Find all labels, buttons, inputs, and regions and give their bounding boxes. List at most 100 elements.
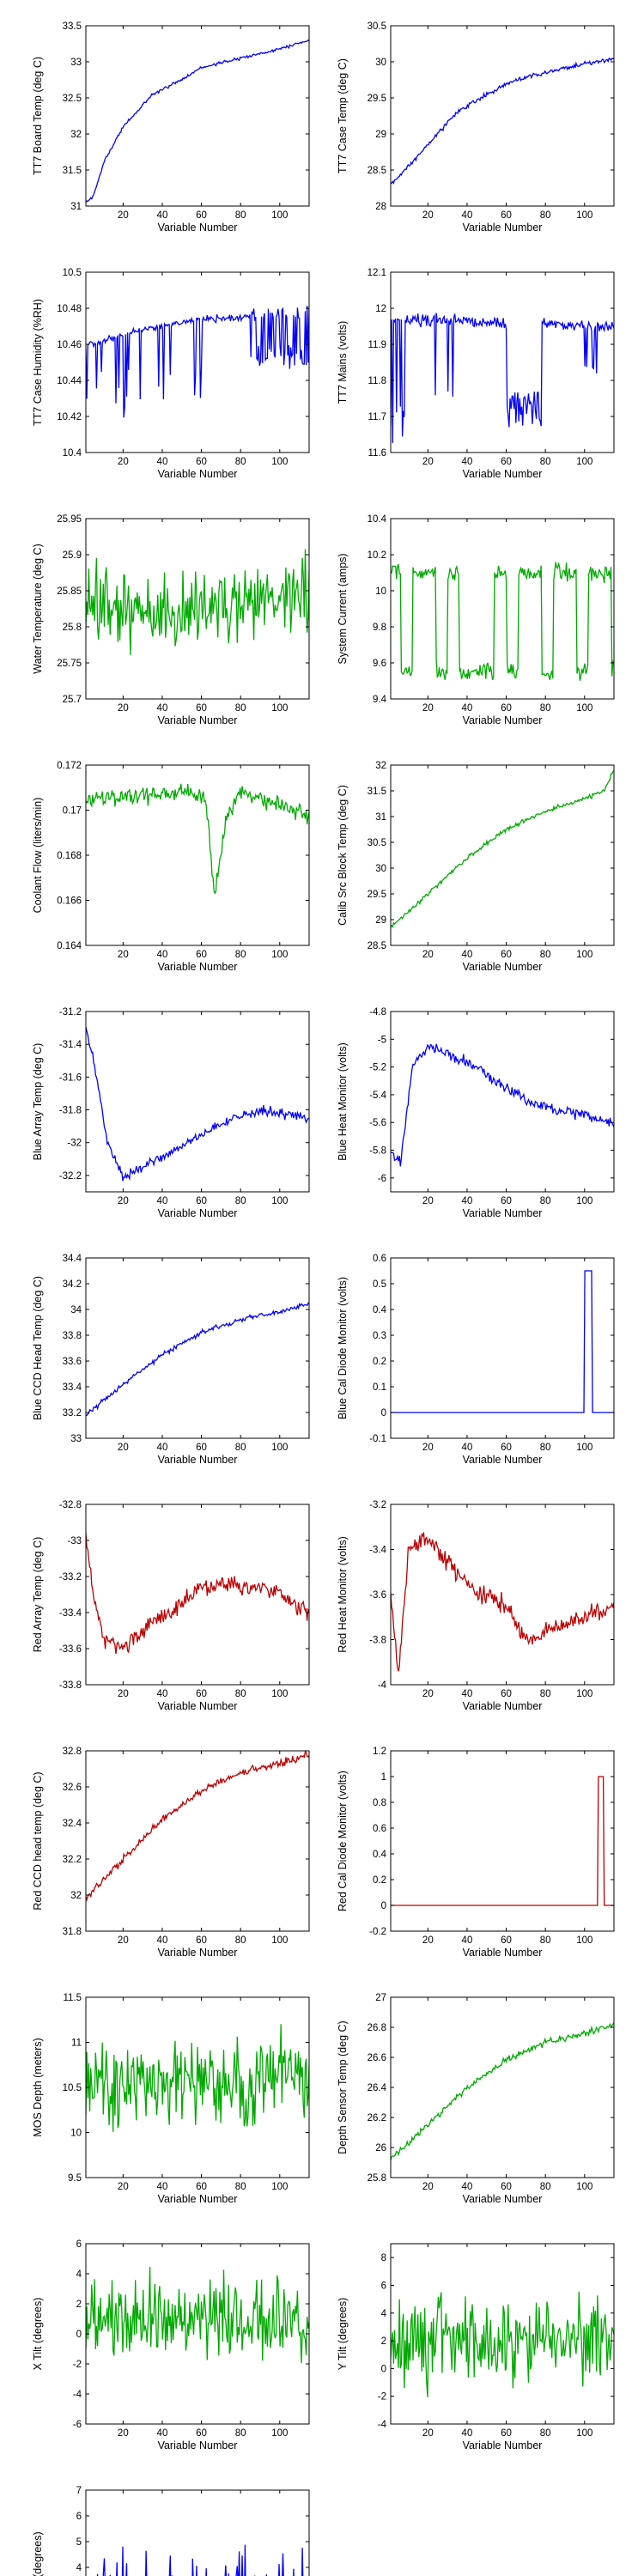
x-tick-label: 80 bbox=[235, 2182, 246, 2192]
y-tick-label: 10.4 bbox=[368, 514, 387, 525]
y-tick-label: 10.2 bbox=[368, 550, 386, 561]
y-tick-label: 11.5 bbox=[63, 1993, 82, 2003]
y-axis-label: Coolant Flow (liters/min) bbox=[32, 798, 44, 914]
x-tick-label: 20 bbox=[422, 1443, 434, 1453]
x-tick-label: 40 bbox=[157, 1689, 168, 1699]
y-tick-label: 32 bbox=[70, 130, 82, 140]
chart-2: 20 40 60 80 100 28 28.5 29 29.5 30 30.5 Variable Nu… bbox=[337, 21, 615, 234]
x-tick-label: 20 bbox=[118, 703, 129, 714]
y-tick-label: -31.2 bbox=[59, 1007, 82, 1018]
data-series-line bbox=[391, 313, 614, 443]
x-axis-label: Variable Number bbox=[463, 961, 543, 973]
y-tick-label: 25.8 bbox=[368, 2173, 386, 2184]
x-tick-label: 100 bbox=[576, 457, 592, 467]
x-axis-label: Variable Number bbox=[158, 961, 238, 973]
y-tick-label: -4 bbox=[378, 1680, 387, 1691]
y-tick-label: 34.4 bbox=[63, 1254, 82, 1264]
y-tick-label: -3.2 bbox=[369, 1500, 386, 1510]
x-tick-label: 80 bbox=[235, 1443, 246, 1453]
y-tick-label: 0 bbox=[381, 1408, 386, 1419]
x-axis-label: Variable Number bbox=[158, 1207, 238, 1219]
y-tick-label: 25.7 bbox=[63, 695, 82, 705]
y-tick-label: 0 bbox=[76, 2330, 82, 2340]
y-tick-label: -3.8 bbox=[369, 1636, 386, 1646]
y-tick-label: 0.1 bbox=[373, 1382, 386, 1393]
plot-frame bbox=[390, 1996, 615, 2178]
y-axis-label: Red Array Temp (deg C) bbox=[32, 1537, 44, 1653]
y-axis-label: Depth Sensor Temp (deg C) bbox=[337, 2020, 349, 2154]
y-tick-label: 5 bbox=[76, 2537, 82, 2548]
chart-11: 20 40 60 80 100 33 33.2 33.4 33.6 33.8 34 34.2 34.4 V… bbox=[32, 1254, 310, 1466]
y-tick-label: -4 bbox=[378, 2420, 387, 2430]
x-tick-label: 20 bbox=[422, 2182, 434, 2192]
x-tick-label: 80 bbox=[540, 2428, 551, 2439]
x-tick-label: 60 bbox=[196, 1935, 207, 1946]
x-tick-label: 80 bbox=[235, 950, 246, 960]
y-tick-label: 2 bbox=[76, 2300, 82, 2310]
plot-frame bbox=[85, 764, 310, 946]
y-tick-label: 30.5 bbox=[368, 838, 386, 848]
plot-frame bbox=[390, 1504, 615, 1686]
y-tick-label: 8 bbox=[381, 2253, 386, 2263]
y-tick-label: 33.5 bbox=[63, 21, 82, 32]
x-axis-label: Variable Number bbox=[463, 1700, 543, 1712]
x-axis-label: Variable Number bbox=[158, 714, 238, 726]
x-tick-label: 60 bbox=[501, 2182, 512, 2192]
x-tick-label: 80 bbox=[540, 950, 551, 960]
x-tick-label: 40 bbox=[462, 1689, 473, 1699]
y-tick-label: 29 bbox=[375, 915, 386, 926]
x-tick-label: 60 bbox=[501, 1689, 512, 1699]
x-tick-label: 20 bbox=[422, 210, 434, 221]
x-tick-label: 40 bbox=[157, 2182, 168, 2192]
y-axis-label: TT7 Mains (volts) bbox=[337, 321, 349, 404]
x-axis-label: Variable Number bbox=[158, 1454, 238, 1466]
y-tick-label: 11.8 bbox=[368, 376, 386, 386]
y-axis-label: System Current (amps) bbox=[337, 553, 349, 664]
x-tick-label: 80 bbox=[540, 1689, 551, 1699]
y-tick-label: -6 bbox=[73, 2420, 82, 2430]
plot-frame bbox=[85, 1504, 310, 1686]
plot-frame bbox=[390, 1257, 615, 1439]
chart-8: 20 40 60 80 100 28.5 29 29.5 30 30.5 31 31.5 32 Varia… bbox=[337, 761, 615, 973]
x-tick-label: 20 bbox=[422, 703, 434, 714]
x-tick-label: 40 bbox=[157, 1443, 168, 1453]
x-tick-label: 40 bbox=[462, 1935, 473, 1946]
y-tick-label: 1.2 bbox=[373, 1747, 386, 1757]
x-tick-label: 40 bbox=[462, 1196, 473, 1206]
x-tick-label: 100 bbox=[576, 1935, 592, 1946]
x-tick-label: 80 bbox=[540, 1443, 551, 1453]
y-tick-label: 0.6 bbox=[373, 1254, 386, 1264]
y-tick-label: 30.5 bbox=[368, 21, 386, 32]
x-tick-label: 40 bbox=[462, 1443, 473, 1453]
y-tick-label: 4 bbox=[76, 2269, 82, 2280]
y-tick-label: -33 bbox=[67, 1536, 82, 1546]
y-tick-label: 32.2 bbox=[63, 1855, 82, 1865]
data-series-line bbox=[86, 1533, 309, 1655]
plot-frame bbox=[85, 1750, 310, 1932]
y-axis-label: TT7 Case Temp (deg C) bbox=[337, 58, 349, 173]
x-tick-label: 40 bbox=[462, 210, 473, 221]
y-tick-label: 7 bbox=[76, 2486, 82, 2496]
y-tick-label: 9.4 bbox=[373, 695, 387, 705]
chart-14: 20 40 60 80 100 -4 -3.8 -3.6 -3.4 -3.2 Variable Nu… bbox=[337, 1500, 615, 1712]
x-tick-label: 100 bbox=[271, 1196, 288, 1206]
y-tick-label: 33 bbox=[70, 1434, 82, 1444]
y-tick-label: -33.4 bbox=[59, 1608, 82, 1619]
plot-frame bbox=[390, 271, 615, 453]
x-axis-label: Variable Number bbox=[158, 2439, 238, 2451]
y-tick-label: 31 bbox=[70, 202, 82, 212]
y-tick-label: -33.2 bbox=[59, 1572, 82, 1583]
chart-3: 20 40 60 80 100 10.4 10.42 10.44 10.46 10.48 10.5 V… bbox=[32, 268, 310, 480]
x-tick-label: 60 bbox=[196, 1196, 207, 1206]
y-axis-label: Red Heat Monitor (volts) bbox=[337, 1536, 349, 1652]
x-tick-label: 20 bbox=[118, 1443, 129, 1453]
chart-18: 20 40 60 80 100 25.8 26 26.2 26.4 26.6 26.8 27 Varia… bbox=[337, 1993, 615, 2205]
y-tick-label: 4 bbox=[76, 2563, 82, 2573]
x-axis-label: Variable Number bbox=[463, 1207, 543, 1219]
x-tick-label: 60 bbox=[501, 2428, 512, 2439]
y-tick-label: 29.5 bbox=[368, 94, 386, 104]
y-tick-label: 4 bbox=[381, 2309, 387, 2319]
x-tick-label: 60 bbox=[196, 950, 207, 960]
data-series-line bbox=[391, 1532, 614, 1672]
y-tick-label: 26.8 bbox=[368, 2023, 386, 2033]
